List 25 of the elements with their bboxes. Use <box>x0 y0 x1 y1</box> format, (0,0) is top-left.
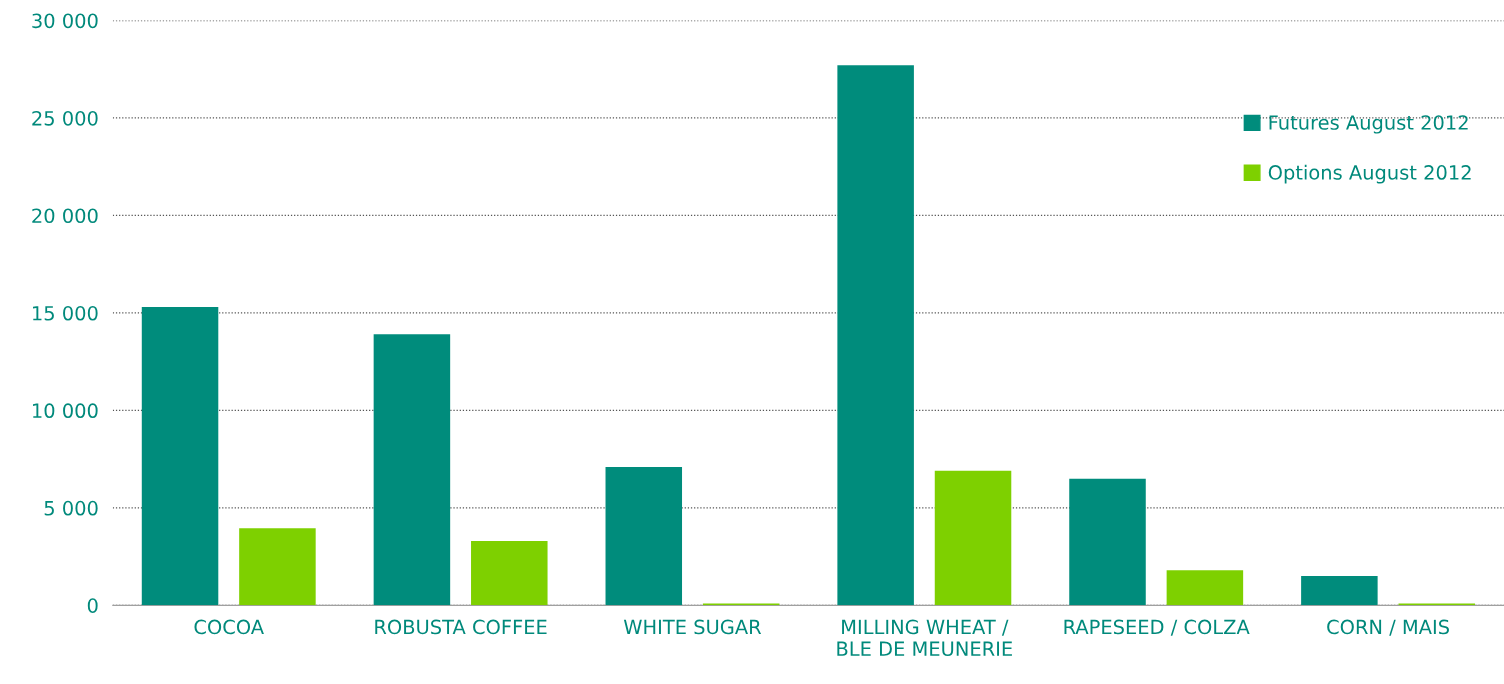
y-tick-label: 25 000 <box>32 110 98 126</box>
bar <box>934 470 1012 606</box>
x-tick-label: ROBUSTA COFFEE <box>375 619 547 635</box>
bar <box>605 466 683 606</box>
y-tick-label: 15 000 <box>33 305 98 321</box>
x-tick-label: COCOA <box>194 619 264 635</box>
bar <box>471 541 548 606</box>
x-tick-label: WHITE SUGAR <box>623 619 762 635</box>
bar <box>1069 478 1146 606</box>
bar <box>837 65 914 606</box>
bar <box>1301 576 1378 606</box>
bar <box>1166 570 1244 606</box>
x-tick-label: CORN / MAIS <box>1327 619 1449 636</box>
y-tick-label: 10 000 <box>33 403 98 419</box>
x-tick-label: RAPESEED / COLZA <box>1064 619 1250 636</box>
legend-label: Options August 2012 <box>1268 164 1471 184</box>
legend-label: Futures August 2012 <box>1269 115 1468 134</box>
bar <box>141 307 219 606</box>
y-tick-label: 5 000 <box>44 500 98 516</box>
x-tick-label: MILLING WHEAT / BLE DE MEUNERIE <box>837 619 1012 657</box>
y-tick-label: 0 <box>87 598 98 613</box>
y-tick-label: 30 000 <box>32 13 98 29</box>
bar <box>239 528 316 606</box>
y-tick-label: 20 000 <box>32 208 98 224</box>
bar <box>373 334 451 606</box>
